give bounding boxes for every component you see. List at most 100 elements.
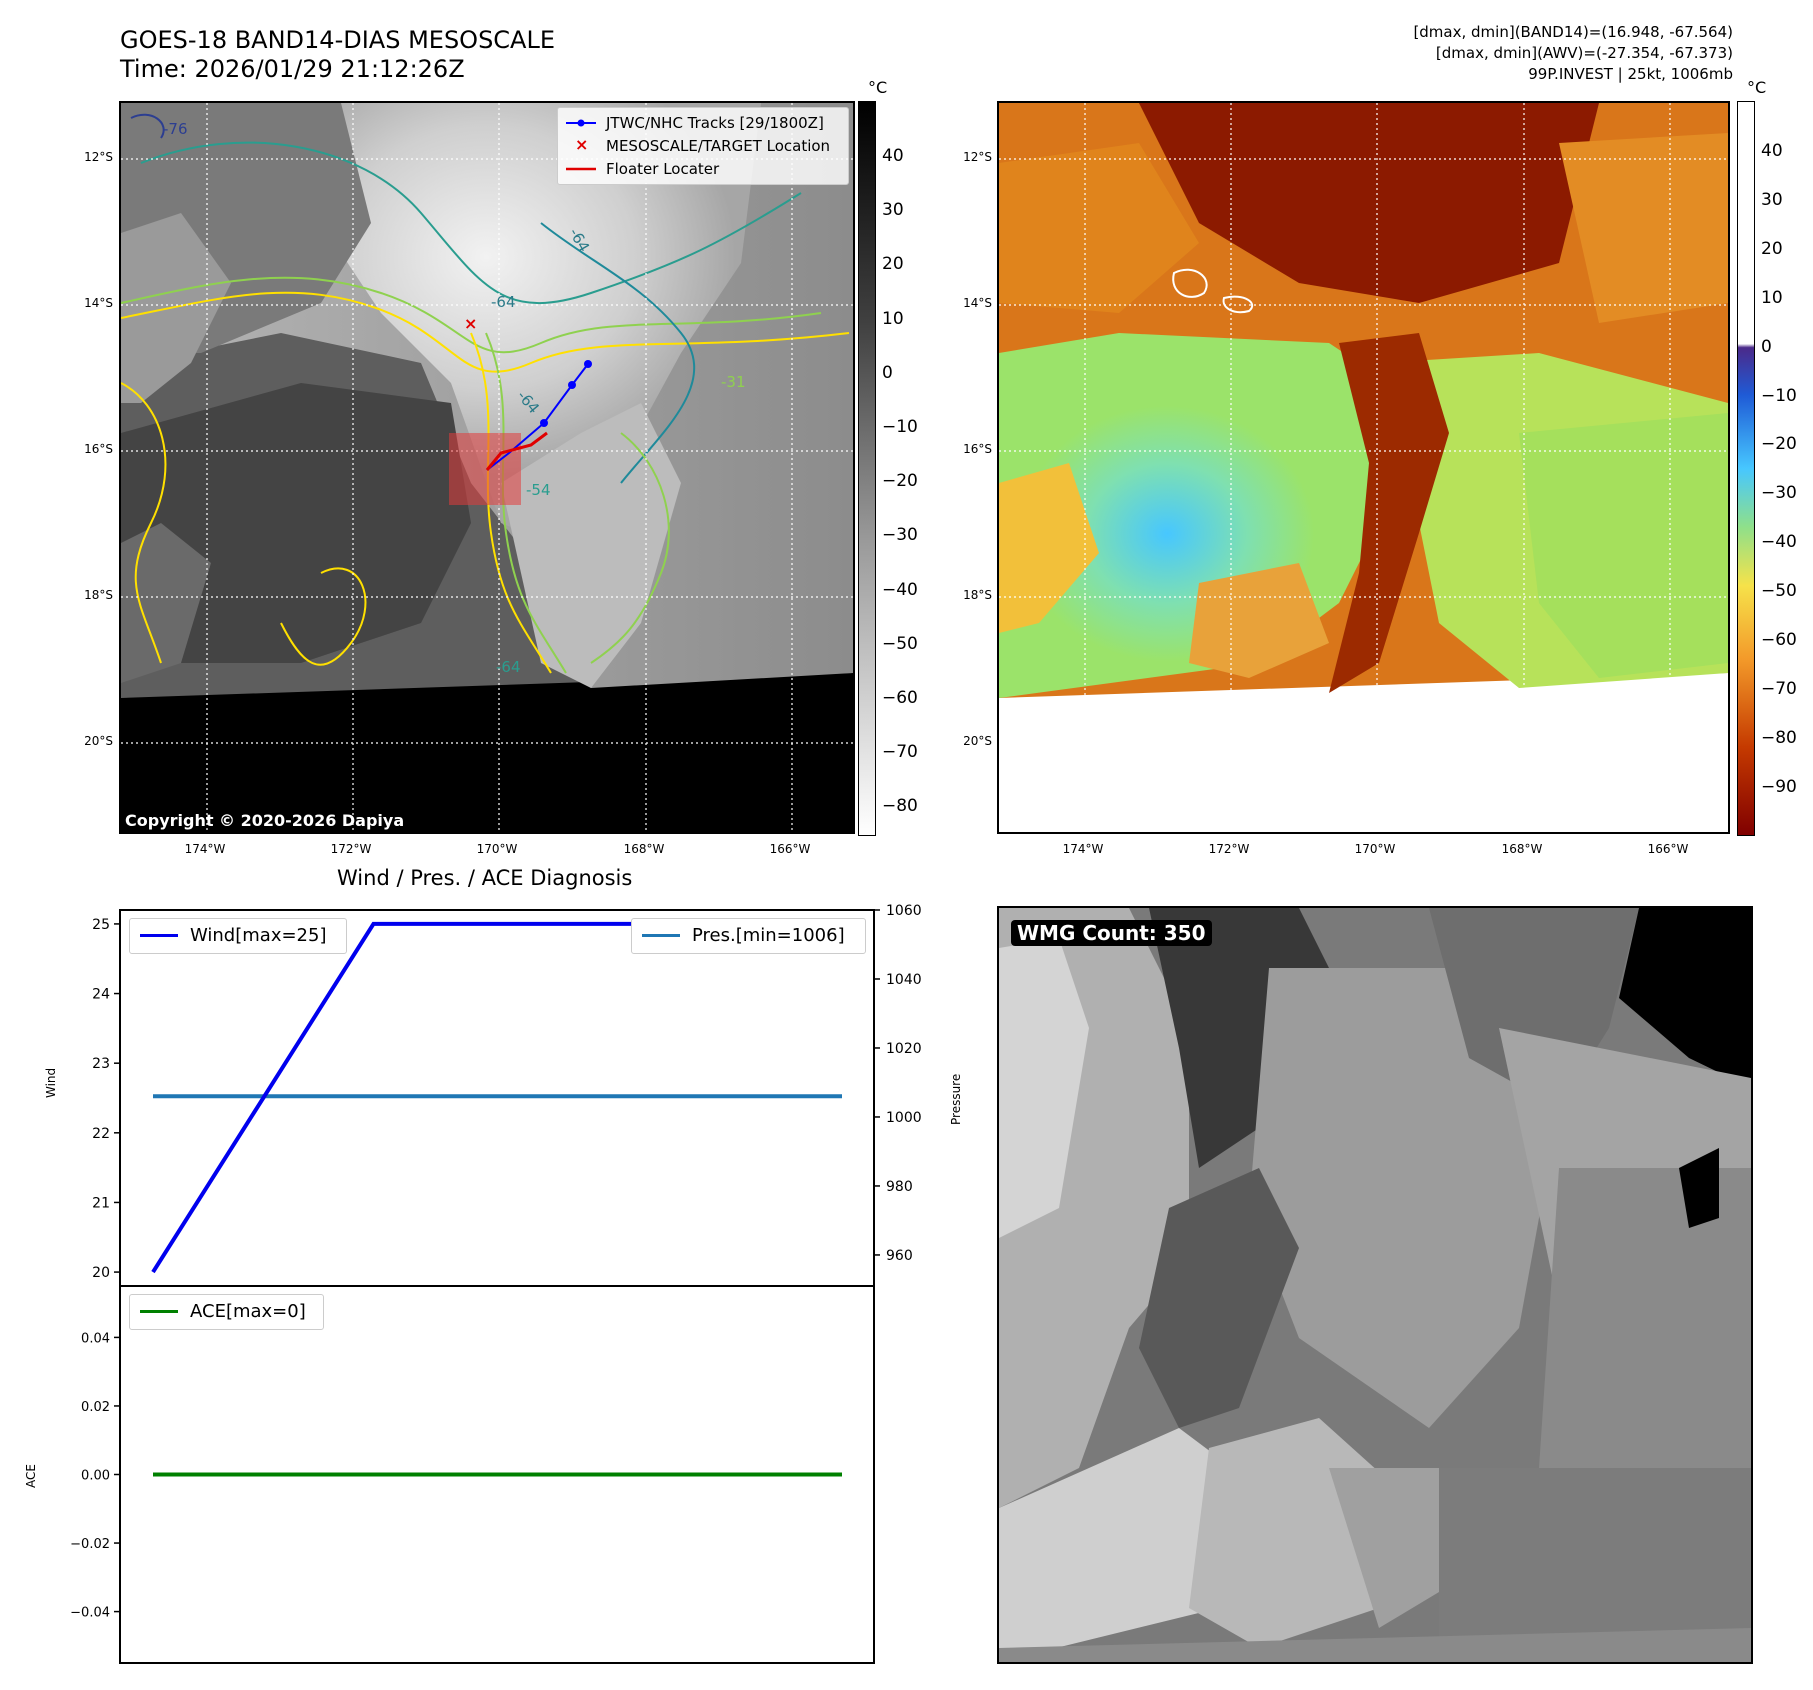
pressure-tick-label: 980 xyxy=(886,1179,913,1195)
colorbar-tick: 0 xyxy=(1761,336,1772,357)
colorbar-tick: 40 xyxy=(882,146,904,166)
wind-legend: Wind[max=25] xyxy=(129,918,347,954)
ace-legend-label: ACE[max=0] xyxy=(190,1301,306,1322)
pressure-legend: Pres.[min=1006] xyxy=(631,918,866,954)
colorbar-tick: −80 xyxy=(882,796,918,817)
wmg-image xyxy=(999,908,1751,1662)
ace-tick-label: 0.02 xyxy=(81,1400,110,1415)
wind-tick-label: 25 xyxy=(92,917,110,933)
colorbar-tick: 10 xyxy=(882,308,904,329)
lon-label: 168°W xyxy=(623,842,665,856)
lon-label: 168°W xyxy=(1501,842,1543,856)
wmg-panel: WMG Count: 350 xyxy=(997,906,1753,1664)
ir-legend: × JTWC/NHC Tracks [29/1800Z] MESOSCALE/T… xyxy=(557,107,849,185)
ir-image: × xyxy=(121,103,853,832)
colorbar-tick: 20 xyxy=(1761,238,1783,259)
wind-tick-label: 23 xyxy=(92,1056,110,1072)
pressure-tick-label: 1000 xyxy=(886,1110,922,1126)
lat-label: 12°S xyxy=(84,150,113,164)
lat-label: 20°S xyxy=(963,734,992,748)
pressure-legend-swatch xyxy=(642,934,680,937)
colorbar-tick: −40 xyxy=(1761,532,1797,553)
colorbar-tick: 10 xyxy=(1761,287,1783,308)
lon-label: 170°W xyxy=(476,842,518,856)
colorbar-tick: −20 xyxy=(882,471,918,492)
pressure-tick-label: 960 xyxy=(886,1248,913,1264)
contour-label: -76 xyxy=(163,120,188,138)
stats-awv: [dmax, dmin](AWV)=(-27.354, -67.373) xyxy=(1435,44,1733,62)
colorbar-tick: −60 xyxy=(1761,630,1797,650)
pressure-tick-label: 1020 xyxy=(886,1041,922,1057)
figure-title: GOES-18 BAND14-DIAS MESOSCALE xyxy=(120,26,556,54)
wind-legend-label: Wind[max=25] xyxy=(190,925,327,946)
colorbar-tick: −40 xyxy=(882,579,918,600)
storm-info: 99P.INVEST | 25kt, 1006mb xyxy=(1528,65,1733,83)
colorbar-tick: 40 xyxy=(1761,141,1783,161)
awv-colorbar xyxy=(1737,101,1755,836)
ace-tick-label: −0.02 xyxy=(70,1537,110,1552)
contour-label: -64 xyxy=(491,293,516,311)
colorbar-tick: −30 xyxy=(1761,483,1797,504)
colorbar-tick: −50 xyxy=(1761,581,1797,602)
wind-legend-swatch xyxy=(140,934,178,937)
contour-label: -64 xyxy=(496,658,521,676)
colorbar-tick: −60 xyxy=(882,688,918,708)
lon-label: 172°W xyxy=(330,842,372,856)
colorbar-tick: 30 xyxy=(882,200,904,221)
ir-colorbar xyxy=(858,101,876,836)
ace-tick-label: −0.04 xyxy=(70,1606,110,1621)
colorbar-tick: −70 xyxy=(882,742,918,763)
wind-tick-label: 21 xyxy=(92,1195,110,1211)
colorbar-tick: −10 xyxy=(1761,385,1797,406)
wind-tick-label: 20 xyxy=(92,1265,110,1281)
pressure-tick-label: 1040 xyxy=(886,972,922,988)
lat-label: 16°S xyxy=(84,442,113,456)
ir-satellite-panel: × -76 -64 -64 -64 -54 -64 -31 × JTWC/NHC… xyxy=(119,101,855,834)
colorbar-tick: −30 xyxy=(882,525,918,546)
ace-tick-label: 0.00 xyxy=(81,1469,110,1484)
pressure-legend-label: Pres.[min=1006] xyxy=(692,925,845,946)
wind-tick-label: 24 xyxy=(92,987,110,1003)
lon-label: 166°W xyxy=(1647,842,1689,856)
ir-colorbar-unit: °C xyxy=(868,78,888,97)
lat-label: 14°S xyxy=(963,296,992,310)
figure-time: Time: 2026/01/29 21:12:26Z xyxy=(120,55,465,83)
colorbar-tick: −10 xyxy=(882,417,918,437)
awv-image xyxy=(999,103,1728,832)
contour-label: -54 xyxy=(526,481,551,499)
colorbar-tick: −20 xyxy=(1761,434,1797,455)
lon-label: 170°W xyxy=(1354,842,1396,856)
colorbar-tick: −70 xyxy=(1761,678,1797,699)
colorbar-tick: 0 xyxy=(882,362,893,383)
lon-label: 166°W xyxy=(769,842,811,856)
wind-tick-label: 22 xyxy=(92,1126,110,1142)
ace-axis-label: ACE xyxy=(24,1464,38,1488)
colorbar-tick: 20 xyxy=(882,254,904,275)
ace-legend: ACE[max=0] xyxy=(129,1294,324,1330)
colorbar-tick: 30 xyxy=(1761,189,1783,210)
lat-label: 18°S xyxy=(963,588,992,602)
stats-band14: [dmax, dmin](BAND14)=(16.948, -67.564) xyxy=(1413,23,1733,41)
lon-label: 174°W xyxy=(1062,842,1104,856)
pressure-axis-label: Pressure xyxy=(949,1073,963,1125)
diagnosis-chart: 25 24 23 22 21 20 1060 1040 1020 1000 980 960 0.04 0.… xyxy=(70,903,922,1664)
lat-label: 20°S xyxy=(84,734,113,748)
svg-text:×: × xyxy=(575,135,588,154)
wind-axis-label: Wind xyxy=(44,1067,58,1098)
lat-label: 16°S xyxy=(963,442,992,456)
contour-label: -31 xyxy=(721,373,746,391)
lon-label: 174°W xyxy=(184,842,226,856)
lat-label: 14°S xyxy=(84,296,113,310)
copyright: Copyright © 2020-2026 Dapiya xyxy=(125,811,405,830)
awv-panel xyxy=(997,101,1730,834)
ace-legend-swatch xyxy=(140,1310,178,1313)
colorbar-tick: −90 xyxy=(1761,776,1797,797)
lon-label: 172°W xyxy=(1208,842,1250,856)
wmg-count-label: WMG Count: 350 xyxy=(1011,920,1212,946)
pressure-tick-label: 1060 xyxy=(886,903,922,919)
legend-item-floater: Floater Locater xyxy=(606,160,720,178)
legend-symbols: × xyxy=(566,119,596,171)
colorbar-tick: −50 xyxy=(882,633,918,654)
ace-tick-label: 0.04 xyxy=(81,1331,110,1346)
colorbar-tick: −80 xyxy=(1761,727,1797,748)
